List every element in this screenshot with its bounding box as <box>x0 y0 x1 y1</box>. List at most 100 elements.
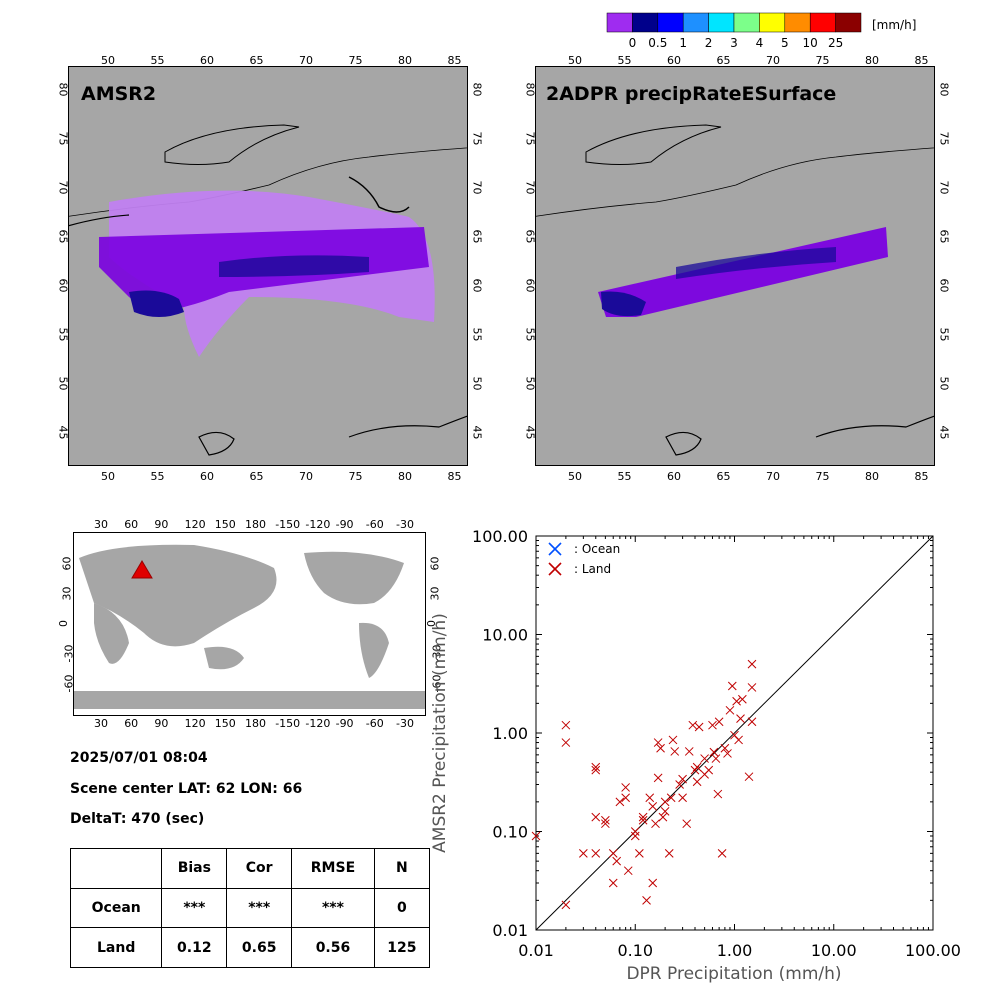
scatter-point <box>658 812 668 822</box>
scatter-point <box>744 772 754 782</box>
eurasia-africa <box>79 544 277 647</box>
stats-table: Bias Cor RMSE N Ocean *** *** *** 0 Land… <box>69 848 431 968</box>
lon-tick-label: 50 <box>101 54 115 67</box>
lon-tick-label: 85 <box>447 54 462 67</box>
lon-tick-label: 80 <box>865 470 879 483</box>
lon-tick-label: 60 <box>667 54 681 67</box>
world-map-graphic <box>74 544 425 709</box>
scatter-point <box>656 743 665 753</box>
scatter-point <box>648 878 658 888</box>
lon-tick-label: 50 <box>568 54 582 67</box>
world-lon-tick-label: 150 <box>214 717 236 730</box>
world-lon-tick-label: 150 <box>214 518 236 531</box>
scatter-point <box>601 819 610 829</box>
legend-entry: : Ocean <box>548 542 620 556</box>
scatter-point <box>653 738 663 747</box>
world-lon-tick-label: -150 <box>275 518 301 531</box>
colorbar-cell <box>835 12 862 33</box>
x-axis-label: DPR Precipitation (mm/h) <box>626 964 841 984</box>
scatter-point <box>720 743 730 753</box>
world-lon-tick-label: -150 <box>275 717 301 730</box>
colorbar-label: 0 <box>629 36 637 50</box>
stats-header-cell: N <box>373 848 431 889</box>
legend-entry: : Land <box>548 562 611 576</box>
y-axis-label: AMSR2 Precipitation (mm/h) <box>430 613 450 853</box>
lon-tick-label: 60 <box>200 470 214 483</box>
south-america <box>359 622 389 678</box>
scatter-point <box>612 856 622 866</box>
lon-tick-label: 60 <box>200 54 214 67</box>
scatter-point <box>591 812 601 822</box>
legend-label: : Ocean <box>574 542 620 556</box>
amsr2-map-title: AMSR2 <box>81 83 157 105</box>
stats-cell: Land <box>69 927 163 968</box>
scatter-point <box>723 749 732 758</box>
lon-tick-label: 75 <box>815 470 830 483</box>
amsr2-map: AMSR2 <box>68 66 468 466</box>
lon-tick-label: 85 <box>914 470 929 483</box>
amsr2-map-graphic <box>69 124 467 465</box>
lon-tick-label: 70 <box>299 470 313 483</box>
stats-cell: 0.65 <box>226 927 293 968</box>
dpr-map-title: 2ADPR precipRateESurface <box>546 83 837 105</box>
lon-tick-label: 50 <box>101 470 115 483</box>
scatter-point <box>682 819 692 829</box>
scatter-point <box>736 714 745 723</box>
lon-tick-label: 85 <box>914 54 929 67</box>
y-tick-label: 0.01 <box>492 921 528 940</box>
colorbar-labels: 0 0.5 1 2 3 4 5 10 25 <box>629 36 844 50</box>
colorbar-label: 1 <box>679 36 687 50</box>
scatter-point <box>675 780 684 789</box>
lon-tick-label: 80 <box>398 470 412 483</box>
scatter-point <box>608 878 618 888</box>
scatter-point <box>579 848 588 858</box>
scatter-point <box>713 789 723 799</box>
lon-tick-label: 75 <box>348 54 363 67</box>
lon-tick-label: 60 <box>667 470 681 483</box>
scatter-point <box>561 900 571 910</box>
lon-tick-label: 55 <box>617 54 632 67</box>
north-america <box>304 551 404 605</box>
scatter-point <box>709 747 719 757</box>
dpr-map-graphic <box>536 124 934 465</box>
world-lon-tick-label: 30 <box>94 518 108 531</box>
lon-tick-label: 70 <box>766 470 780 483</box>
scatter-point <box>666 793 676 803</box>
scatter-point <box>623 866 633 876</box>
scatter-point <box>660 797 670 807</box>
world-lon-tick-label: -30 <box>396 518 414 531</box>
scatter-point <box>630 831 640 841</box>
scatter-point <box>660 807 670 816</box>
lon-tick-label: 65 <box>716 54 731 67</box>
world-lon-tick-label: 60 <box>124 518 139 531</box>
scatter-point <box>747 659 757 669</box>
scatter-points <box>531 659 757 910</box>
scatter-point <box>704 765 714 775</box>
world-lon-tick-label: -30 <box>396 717 414 730</box>
scatter-point <box>638 815 648 825</box>
world-lon-tick-label: -120 <box>305 518 331 531</box>
world-lon-tick-label: 120 <box>184 717 206 730</box>
scene-center: Scene center LAT: 62 LON: 66 <box>70 781 303 797</box>
scatter-point <box>591 762 601 772</box>
lon-tick-label: 65 <box>249 470 264 483</box>
lon-tick-label: 80 <box>865 54 879 67</box>
colorbar-label: 0.5 <box>648 36 667 50</box>
legend: : Ocean : Land <box>548 542 620 576</box>
dpr-map: 2ADPR precipRateESurface <box>535 66 935 466</box>
scatter-point <box>615 797 625 807</box>
scene-datetime: 2025/07/01 08:04 <box>70 750 208 766</box>
scatter-point <box>651 819 660 829</box>
scatter-point <box>621 793 630 803</box>
scatter-point <box>668 735 678 745</box>
dpr-heavy-band <box>676 247 836 279</box>
x-tick-label: 0.10 <box>617 941 653 960</box>
lon-tick-label: 70 <box>766 54 780 67</box>
scatter-point <box>561 720 571 730</box>
legend-label: : Land <box>574 562 611 576</box>
world-lon-tick-label: -60 <box>365 518 384 531</box>
antarctica <box>74 691 425 709</box>
scatter-point <box>727 681 737 691</box>
scatter-point <box>692 777 702 787</box>
